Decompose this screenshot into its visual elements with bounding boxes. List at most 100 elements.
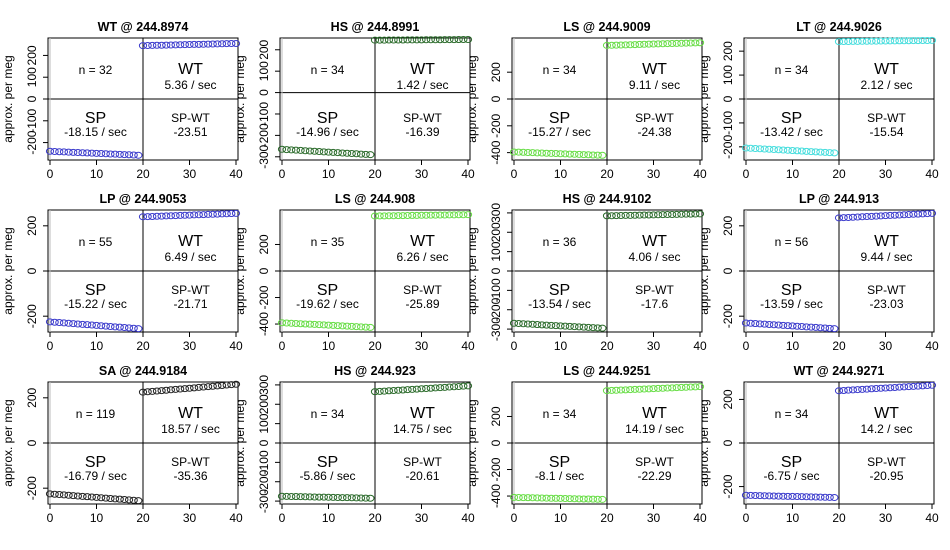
y-tick-label: -300 — [257, 489, 271, 513]
wt-label: WT — [642, 233, 667, 250]
sp-point — [361, 323, 370, 331]
sp-point — [565, 495, 574, 503]
wt-point — [640, 385, 649, 393]
wt-point — [848, 213, 858, 221]
y-tick-label: -400 — [489, 140, 503, 164]
sp-point — [356, 494, 366, 502]
panel: SA @ 244.9184 approx. per meg -200 0 200 0 10 2… — [1, 364, 243, 525]
sp-point — [551, 150, 560, 158]
wt-point — [231, 39, 241, 47]
y-tick-label: -100 — [721, 111, 735, 135]
sp-point — [301, 320, 310, 328]
wt-point — [867, 385, 876, 393]
sp-point — [509, 493, 519, 501]
wt-point — [904, 211, 913, 219]
wt-point — [909, 37, 918, 45]
sp-point — [825, 493, 834, 501]
sp-point — [561, 495, 570, 503]
sp-point — [774, 492, 783, 500]
sp-point — [551, 494, 560, 502]
wt-point — [654, 40, 663, 48]
sp-point — [556, 150, 565, 158]
wt-point — [380, 212, 389, 220]
panel-title: SA @ 244.9184 — [99, 364, 187, 378]
sp-point — [816, 324, 825, 332]
y-tick-label: -200 — [721, 135, 735, 159]
wt-point — [398, 386, 407, 394]
sp-point — [556, 494, 565, 502]
wt-point — [677, 210, 686, 218]
wt-point — [844, 386, 853, 394]
y-tick-label: 100 — [721, 65, 735, 85]
wt-point — [454, 382, 463, 390]
y-axis-label: approx. per meg — [465, 227, 479, 314]
y-tick-label: -200 — [489, 297, 503, 321]
y-tick-label: 0 — [257, 89, 271, 96]
sp-point — [746, 144, 755, 152]
data-points — [277, 211, 473, 331]
wt-point — [422, 384, 431, 392]
x-tick-label: 0 — [47, 167, 54, 181]
x-tick-label: 30 — [183, 511, 197, 525]
y-tick-label: -300 — [489, 317, 503, 341]
sp-point — [584, 151, 593, 159]
wt-point — [213, 210, 222, 218]
sp-point — [111, 150, 120, 158]
wt-point — [370, 36, 380, 44]
wt-rate: 6.49 / sec — [164, 250, 216, 264]
y-tick-label: -200 — [25, 304, 39, 328]
wt-point — [384, 212, 394, 220]
wt-point — [231, 209, 241, 217]
sp-point — [120, 496, 129, 504]
sp-point — [561, 322, 570, 330]
wt-point — [848, 386, 858, 394]
sp-point — [45, 318, 55, 326]
sp-point — [315, 493, 324, 501]
wt-point — [436, 36, 445, 44]
sp-label: SP — [317, 454, 338, 471]
wt-point — [923, 382, 932, 390]
sp-point — [305, 493, 314, 501]
sp-wt-value: -23.51 — [173, 125, 207, 139]
sp-label: SP — [85, 110, 106, 127]
sp-point — [807, 493, 816, 501]
x-tick-label: 40 — [461, 167, 475, 181]
wt-point — [166, 386, 175, 394]
x-tick-label: 10 — [554, 167, 568, 181]
sp-point — [356, 150, 366, 158]
wt-point — [900, 37, 909, 45]
sp-point — [528, 149, 537, 157]
sp-point — [310, 320, 319, 328]
wt-point — [602, 41, 612, 49]
wt-point — [459, 382, 468, 390]
sp-point — [55, 148, 64, 156]
panel-title: LS @ 244.9251 — [563, 364, 650, 378]
sp-point — [50, 147, 59, 155]
sp-point — [106, 494, 115, 502]
sp-point — [575, 323, 584, 331]
sp-point — [537, 494, 547, 502]
wt-point — [217, 40, 227, 48]
wt-rate: 14.2 / sec — [860, 422, 912, 436]
panel-title: LS @ 244.9009 — [563, 20, 650, 34]
x-tick-label: 20 — [136, 339, 150, 353]
sp-wt-label: SP-WT — [171, 455, 210, 469]
x-tick-label: 30 — [647, 511, 661, 525]
sp-wt-value: -20.61 — [405, 469, 439, 483]
wt-point — [157, 387, 166, 395]
sp-point — [575, 495, 584, 503]
sp-point — [802, 323, 811, 331]
wt-point — [426, 384, 435, 392]
wt-point — [918, 382, 927, 390]
sp-point — [509, 319, 519, 327]
wt-point — [190, 40, 199, 48]
wt-point — [157, 41, 166, 49]
sp-point — [343, 494, 352, 502]
wt-point — [867, 212, 876, 220]
sp-point — [356, 323, 366, 331]
wt-point — [185, 41, 194, 49]
wt-point — [398, 212, 407, 220]
wt-point — [649, 211, 658, 219]
sp-point — [115, 323, 124, 331]
sp-wt-value: -25.89 — [405, 297, 439, 311]
